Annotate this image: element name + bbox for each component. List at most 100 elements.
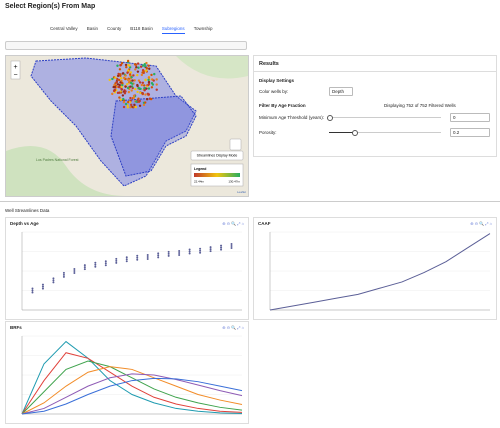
mode-button-box[interactable] (190, 150, 244, 161)
well-marker[interactable] (147, 76, 151, 79)
well-marker[interactable] (138, 81, 142, 84)
well-marker[interactable] (111, 77, 114, 81)
well-marker[interactable] (114, 76, 117, 79)
well-marker[interactable] (116, 74, 120, 78)
well-marker[interactable] (124, 74, 127, 77)
well-marker[interactable] (119, 81, 122, 84)
well-marker[interactable] (118, 83, 121, 87)
well-marker[interactable] (155, 83, 158, 86)
well-marker[interactable] (122, 101, 126, 104)
well-marker[interactable] (108, 78, 111, 82)
color-by-select[interactable]: Depth (329, 87, 353, 96)
well-marker[interactable] (124, 63, 128, 67)
well-marker[interactable] (132, 94, 136, 98)
well-marker[interactable] (129, 96, 132, 100)
well-marker[interactable] (150, 97, 153, 101)
well-marker[interactable] (153, 72, 156, 76)
well-marker[interactable] (134, 63, 138, 67)
well-marker[interactable] (126, 106, 130, 109)
well-marker[interactable] (137, 66, 140, 69)
well-marker[interactable] (137, 97, 140, 100)
well-marker[interactable] (127, 69, 130, 72)
well-marker[interactable] (136, 84, 139, 88)
well-marker[interactable] (133, 79, 136, 82)
well-marker[interactable] (126, 59, 130, 63)
well-marker[interactable] (144, 78, 147, 81)
well-marker[interactable] (131, 79, 134, 82)
zoom-in[interactable]: + (13, 64, 17, 71)
tab[interactable]: B118 Basin (130, 26, 153, 31)
well-marker[interactable] (143, 89, 146, 92)
well-marker[interactable] (147, 64, 150, 67)
well-marker[interactable] (135, 100, 138, 103)
well-marker[interactable] (137, 86, 140, 90)
region-polygon[interactable] (110, 95, 197, 177)
tab[interactable]: Basin (86, 26, 98, 31)
well-marker[interactable] (120, 62, 124, 65)
well-marker[interactable] (113, 85, 117, 89)
well-marker[interactable] (150, 81, 154, 85)
well-marker[interactable] (116, 91, 120, 95)
well-marker[interactable] (129, 71, 133, 74)
well-marker[interactable] (140, 73, 144, 77)
well-marker[interactable] (118, 85, 121, 89)
well-marker[interactable] (111, 92, 114, 96)
well-marker[interactable] (134, 68, 137, 71)
well-marker[interactable] (125, 65, 128, 69)
well-marker[interactable] (117, 78, 121, 82)
well-marker[interactable] (132, 96, 135, 100)
well-marker[interactable] (128, 73, 132, 76)
well-marker[interactable] (130, 85, 134, 88)
well-marker[interactable] (127, 90, 131, 94)
well-marker[interactable] (122, 76, 126, 80)
well-marker[interactable] (142, 103, 146, 107)
well-marker[interactable] (116, 83, 120, 86)
well-marker[interactable] (130, 89, 133, 92)
well-marker[interactable] (113, 88, 116, 91)
well-marker[interactable] (119, 64, 122, 67)
well-marker[interactable] (138, 99, 141, 103)
well-marker[interactable] (144, 101, 147, 104)
well-marker[interactable] (116, 77, 119, 81)
well-marker[interactable] (130, 76, 133, 79)
well-marker[interactable] (119, 73, 122, 76)
well-marker[interactable] (150, 73, 153, 77)
well-marker[interactable] (141, 92, 144, 95)
well-marker[interactable] (133, 103, 136, 107)
mode-button[interactable]: Streamlines Display Mode (197, 153, 238, 157)
well-marker[interactable] (129, 106, 132, 109)
well-marker[interactable] (126, 78, 130, 82)
porosity-input[interactable]: 0.2 (450, 128, 490, 137)
well-marker[interactable] (126, 71, 129, 74)
well-marker[interactable] (141, 64, 145, 67)
well-marker[interactable] (121, 94, 125, 97)
well-marker[interactable] (129, 81, 133, 85)
zoom-out[interactable]: − (13, 72, 17, 79)
well-marker[interactable] (143, 84, 146, 87)
well-marker[interactable] (129, 85, 132, 88)
well-marker[interactable] (118, 68, 122, 71)
well-marker[interactable] (145, 67, 149, 70)
well-marker[interactable] (120, 85, 123, 89)
well-marker[interactable] (122, 97, 125, 101)
well-marker[interactable] (126, 86, 130, 90)
well-marker[interactable] (144, 93, 147, 96)
well-marker[interactable] (122, 105, 126, 109)
min-age-input[interactable]: 0 (450, 113, 490, 122)
well-marker[interactable] (141, 81, 145, 85)
well-marker[interactable] (118, 96, 121, 99)
well-marker[interactable] (147, 87, 151, 90)
well-marker[interactable] (120, 77, 123, 80)
layers-button[interactable] (229, 138, 242, 151)
region-search[interactable] (5, 41, 247, 50)
well-marker[interactable] (155, 78, 158, 81)
well-marker[interactable] (137, 79, 141, 82)
well-marker[interactable] (132, 74, 135, 77)
well-marker[interactable] (120, 87, 123, 91)
well-marker[interactable] (127, 100, 130, 104)
tab[interactable]: County (106, 26, 122, 31)
well-marker[interactable] (145, 61, 148, 65)
well-marker[interactable] (126, 83, 129, 86)
well-marker[interactable] (143, 63, 146, 66)
well-marker[interactable] (147, 83, 150, 87)
